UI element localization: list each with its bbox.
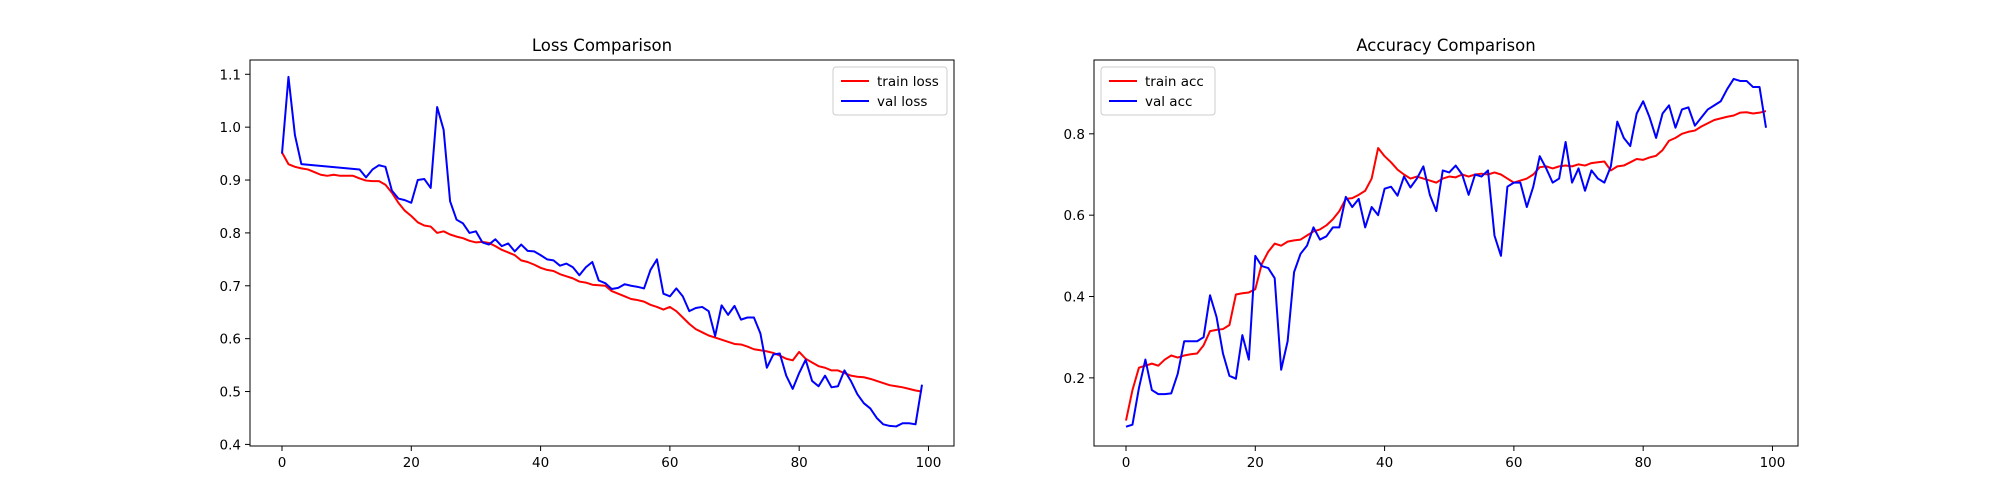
accuracy-plot-frame xyxy=(1093,59,1799,447)
loss-y-tick-label: 1.1 xyxy=(220,67,241,83)
loss-y-tick-label: 0.6 xyxy=(220,332,241,348)
accuracy-x-tick-label: 0 xyxy=(1122,455,1131,471)
loss-y-tick-label: 0.9 xyxy=(220,173,241,189)
accuracy-x-tick-label: 100 xyxy=(1760,455,1786,471)
loss-axis-ticks: 0 20 40 60 80 100 0.4 0.5 0.6 0.7 0.8 0.9 1.0 1.1 xyxy=(220,67,942,471)
accuracy-y-tick-label: 0.8 xyxy=(1064,127,1085,143)
accuracy-legend-label: val acc xyxy=(1145,94,1192,110)
loss-x-tick-label: 0 xyxy=(278,455,287,471)
loss-legend: train loss val loss xyxy=(832,66,948,116)
accuracy-y-tick-label: 0.2 xyxy=(1064,371,1085,387)
accuracy-x-tick-label: 60 xyxy=(1505,455,1522,471)
accuracy-y-tick-label: 0.4 xyxy=(1064,290,1085,306)
accuracy-axis-ticks: 0 20 40 60 80 100 0.2 0.4 0.6 0.8 xyxy=(1064,127,1786,471)
loss-x-tick-label: 20 xyxy=(403,455,420,471)
loss-chart: Loss Comparison 0 20 40 60 80 100 0.4 0.5 0.6 0.7… xyxy=(220,36,955,471)
loss-plot-frame xyxy=(249,59,955,447)
loss-y-tick-label: 0.4 xyxy=(220,437,241,453)
accuracy-chart-title: Accuracy Comparison xyxy=(1356,36,1535,55)
loss-series-line-train-loss xyxy=(281,152,923,393)
accuracy-plot-lines xyxy=(1125,77,1767,428)
loss-x-tick-label: 40 xyxy=(532,455,549,471)
accuracy-chart: Accuracy Comparison 0 20 40 60 80 100 0.2 0.4 0.… xyxy=(1064,36,1799,471)
accuracy-x-tick-label: 20 xyxy=(1247,455,1264,471)
accuracy-legend: train acc val acc xyxy=(1100,66,1216,116)
accuracy-series-line-train-acc xyxy=(1125,110,1767,421)
accuracy-legend-box xyxy=(1100,66,1216,116)
loss-plot-lines xyxy=(281,75,923,428)
loss-legend-label: val loss xyxy=(877,94,927,110)
loss-series-line-val-loss xyxy=(281,75,923,428)
accuracy-x-tick-label: 40 xyxy=(1376,455,1393,471)
loss-y-tick-label: 0.7 xyxy=(220,279,241,295)
loss-y-tick-label: 0.5 xyxy=(220,385,241,401)
accuracy-y-tick-label: 0.6 xyxy=(1064,208,1085,224)
accuracy-series-line-val-acc xyxy=(1125,77,1767,428)
accuracy-x-tick-label: 80 xyxy=(1635,455,1652,471)
loss-legend-box xyxy=(832,66,948,116)
accuracy-legend-label: train acc xyxy=(1145,74,1204,90)
loss-x-tick-label: 100 xyxy=(916,455,942,471)
loss-y-tick-label: 1.0 xyxy=(220,120,241,136)
loss-x-tick-label: 60 xyxy=(661,455,678,471)
loss-x-tick-label: 80 xyxy=(791,455,808,471)
loss-legend-label: train loss xyxy=(877,74,939,90)
loss-chart-title: Loss Comparison xyxy=(532,36,672,55)
loss-y-tick-label: 0.8 xyxy=(220,226,241,242)
